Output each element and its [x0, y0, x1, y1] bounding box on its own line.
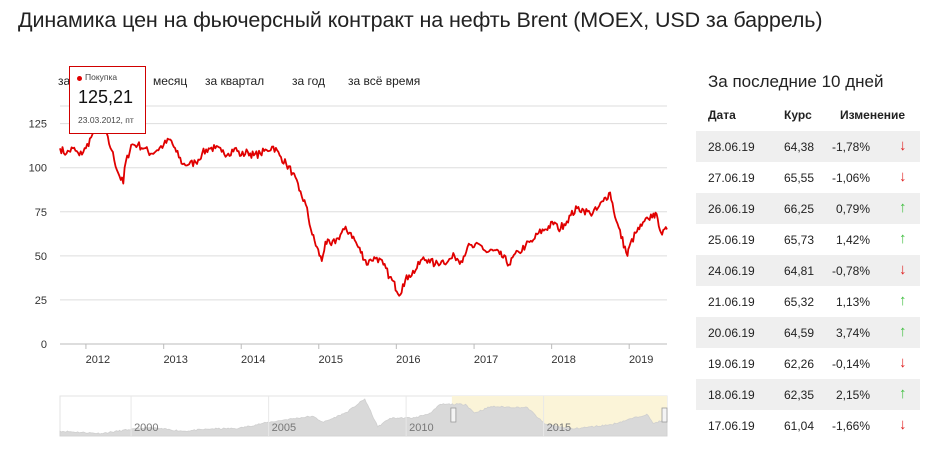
- arrow-up-icon: ↑: [899, 292, 907, 309]
- table-row: 26.06.19 66,25 0,79% ↑: [696, 193, 920, 224]
- row-rate: 64,38: [784, 140, 815, 154]
- table-row: 25.06.19 65,73 1,42% ↑: [696, 224, 920, 255]
- row-rate: 61,04: [784, 419, 815, 433]
- navigator-area: [59, 398, 668, 437]
- table-row: 24.06.19 64,81 -0,78% ↓: [696, 255, 920, 286]
- row-date: 27.06.19: [708, 171, 755, 185]
- row-date: 21.06.19: [708, 295, 755, 309]
- navigator-label: 2000: [134, 422, 158, 434]
- row-date: 20.06.19: [708, 326, 755, 340]
- table-row: 19.06.19 62,26 -0,14% ↓: [696, 348, 920, 379]
- x-tick-label: 2012: [86, 354, 110, 366]
- x-tick-label: 2016: [396, 354, 420, 366]
- header-rate: Курс: [784, 108, 812, 122]
- y-tick-label: 50: [35, 251, 47, 263]
- x-tick-label: 2014: [241, 354, 265, 366]
- tab-period-short[interactable]: за: [58, 74, 71, 88]
- arrow-down-icon: ↓: [899, 168, 907, 185]
- row-rate: 62,35: [784, 388, 815, 402]
- row-date: 26.06.19: [708, 202, 755, 216]
- row-date: 19.06.19: [708, 357, 755, 371]
- navigator-label: 2005: [272, 422, 296, 434]
- table-title: За последние 10 дней: [708, 72, 884, 91]
- series-dot-icon: [77, 76, 82, 81]
- row-change: -1,78%: [831, 140, 870, 154]
- row-change: 0,79%: [835, 202, 870, 216]
- row-rate: 65,55: [784, 171, 815, 185]
- header-date: Дата: [708, 108, 736, 122]
- table-row: 21.06.19 65,32 1,13% ↑: [696, 286, 920, 317]
- row-rate: 66,25: [784, 202, 815, 216]
- navigator-label: 2015: [547, 422, 571, 434]
- y-tick-label: 0: [41, 339, 47, 351]
- page-title: Динамика цен на фьючерсный контракт на н…: [18, 8, 823, 32]
- series-line: [59, 120, 668, 297]
- row-rate: 64,59: [784, 326, 815, 340]
- row-rate: 62,26: [784, 357, 815, 371]
- table-row: 17.06.19 61,04 -1,66% ↓: [696, 410, 920, 441]
- arrow-down-icon: ↓: [899, 137, 907, 154]
- y-tick-label: 125: [29, 119, 47, 131]
- tab-year[interactable]: за год: [292, 74, 326, 88]
- tooltip-date: 23.03.2012, пт: [78, 115, 134, 125]
- price-chart[interactable]: 0 25 50 75 100 125 2012 2013 2014 2015 2016 2017 201…: [0, 56, 680, 457]
- tab-month[interactable]: месяц: [153, 74, 188, 88]
- row-change: 1,42%: [835, 233, 870, 247]
- x-tick-label: 2013: [163, 354, 187, 366]
- table-row: 20.06.19 64,59 3,74% ↑: [696, 317, 920, 348]
- tab-quarter[interactable]: за квартал: [205, 74, 265, 88]
- chart-canvas[interactable]: 0 25 50 75 100 125 2012 2013 2014 2015 2016 2017 201…: [0, 56, 680, 457]
- row-change: 3,74%: [835, 326, 870, 340]
- chart-tooltip: Покупка 125,21 23.03.2012, пт: [69, 66, 146, 134]
- y-tick-label: 75: [35, 207, 47, 219]
- arrow-up-icon: ↑: [899, 385, 907, 402]
- tab-all-time[interactable]: за всё время: [348, 74, 421, 88]
- table-row: 27.06.19 65,55 -1,06% ↓: [696, 162, 920, 193]
- x-tick-label: 2015: [319, 354, 343, 366]
- arrow-down-icon: ↓: [899, 354, 907, 371]
- row-rate: 64,81: [784, 264, 815, 278]
- navigator-left-handle[interactable]: [450, 407, 457, 423]
- row-date: 17.06.19: [708, 419, 755, 433]
- y-tick-label: 100: [29, 163, 47, 175]
- arrow-up-icon: ↑: [899, 230, 907, 247]
- arrow-down-icon: ↓: [899, 261, 907, 278]
- table-header: Дата Курс Изменение: [696, 108, 920, 128]
- row-change: -1,06%: [831, 171, 870, 185]
- tooltip-value: 125,21: [78, 87, 134, 107]
- x-tick-label: 2017: [474, 354, 498, 366]
- table-row: 18.06.19 62,35 2,15% ↑: [696, 379, 920, 410]
- row-rate: 65,73: [784, 233, 815, 247]
- arrow-up-icon: ↑: [899, 323, 907, 340]
- navigator-right-handle[interactable]: [661, 407, 668, 423]
- arrow-up-icon: ↑: [899, 199, 907, 216]
- x-tick-label: 2019: [629, 354, 653, 366]
- navigator-label: 2010: [409, 422, 433, 434]
- row-rate: 65,32: [784, 295, 815, 309]
- row-date: 24.06.19: [708, 264, 755, 278]
- row-change: -0,78%: [831, 264, 870, 278]
- row-date: 28.06.19: [708, 140, 755, 154]
- y-tick-label: 25: [35, 295, 47, 307]
- row-date: 18.06.19: [708, 388, 755, 402]
- row-change: -0,14%: [831, 357, 870, 371]
- row-change: 2,15%: [835, 388, 870, 402]
- row-date: 25.06.19: [708, 233, 755, 247]
- table-row: 28.06.19 64,38 -1,78% ↓: [696, 131, 920, 162]
- row-change: -1,66%: [831, 419, 870, 433]
- tooltip-series: Покупка: [85, 72, 118, 82]
- arrow-down-icon: ↓: [899, 416, 907, 433]
- row-change: 1,13%: [835, 295, 870, 309]
- header-change: Изменение: [840, 108, 906, 122]
- x-tick-label: 2018: [551, 354, 575, 366]
